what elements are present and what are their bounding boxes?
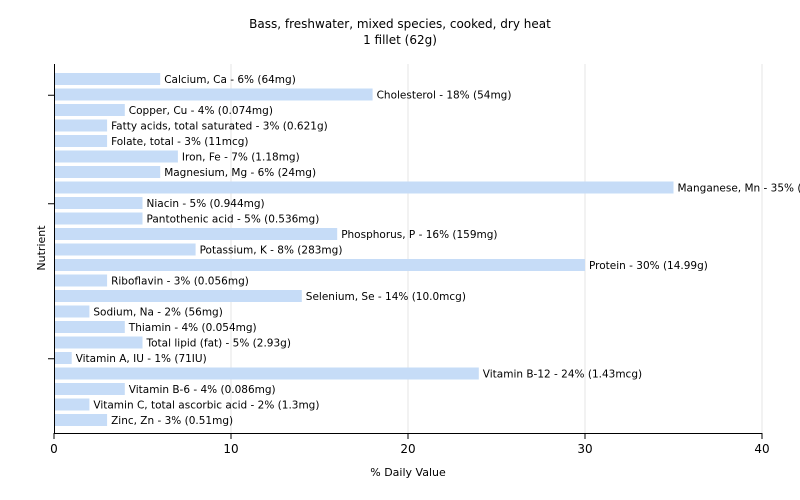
bar-4 [55, 135, 108, 147]
bar-20 [55, 383, 125, 395]
bar-14 [55, 290, 302, 302]
bar-label-1: Cholesterol - 18% (54mg) [377, 90, 512, 102]
bar-1 [55, 88, 373, 101]
bar-3 [55, 119, 108, 132]
bar-label-6: Magnesium, Mg - 6% (24mg) [164, 167, 316, 179]
x-axis-label: % Daily Value [370, 466, 446, 479]
chart-title: Bass, freshwater, mixed species, cooked,… [249, 17, 551, 31]
bar-label-15: Sodium, Na - 2% (56mg) [93, 307, 222, 319]
bar-13 [55, 274, 108, 287]
bar-2 [55, 104, 125, 116]
bar-label-20: Vitamin B-6 - 4% (0.086mg) [129, 384, 276, 396]
bar-label-2: Copper, Cu - 4% (0.074mg) [129, 105, 273, 117]
bar-label-13: Riboflavin - 3% (0.056mg) [111, 276, 249, 288]
bar-label-21: Vitamin C, total ascorbic acid - 2% (1.3… [93, 400, 319, 412]
bar-label-14: Selenium, Se - 14% (10.0mcg) [306, 291, 466, 303]
bars-group: Calcium, Ca - 6% (64mg) Cholesterol - 18%… [55, 73, 800, 427]
bar-11 [55, 243, 196, 256]
bar-18 [55, 352, 72, 364]
x-tick-label-1: 10 [223, 442, 238, 456]
x-tick-label-4: 40 [754, 442, 769, 456]
bar-label-12: Protein - 30% (14.99g) [589, 260, 708, 272]
bar-5 [55, 150, 178, 163]
bar-21 [55, 398, 90, 411]
bar-15 [55, 305, 90, 318]
bar-7 [55, 181, 674, 194]
bar-label-18: Vitamin A, IU - 1% (71IU) [76, 353, 207, 365]
bar-9 [55, 212, 143, 225]
bar-label-17: Total lipid (fat) - 5% (2.93g) [146, 338, 291, 350]
bar-label-11: Potassium, K - 8% (283mg) [200, 245, 343, 257]
axes-group: 0 10 20 30 40 [48, 64, 770, 456]
x-tick-label-3: 30 [577, 442, 592, 456]
bar-12 [55, 259, 585, 271]
bar-16 [55, 321, 125, 333]
bar-22 [55, 414, 108, 426]
bar-10 [55, 228, 338, 240]
bar-label-19: Vitamin B-12 - 24% (1.43mcg) [483, 369, 642, 381]
bar-label-7: Manganese, Mn - 35% (0.707mg) [678, 183, 800, 195]
bar-6 [55, 166, 161, 178]
bar-0 [55, 73, 161, 85]
bar-17 [55, 336, 143, 349]
bar-label-0: Calcium, Ca - 6% (64mg) [164, 74, 296, 86]
bar-label-4: Folate, total - 3% (11mcg) [111, 136, 248, 148]
chart-subtitle: 1 fillet (62g) [363, 33, 437, 47]
x-tick-label-0: 0 [50, 442, 58, 456]
bar-label-16: Thiamin - 4% (0.054mg) [128, 322, 257, 334]
bar-19 [55, 367, 479, 380]
bar-label-3: Fatty acids, total saturated - 3% (0.621… [111, 121, 328, 133]
bar-8 [55, 197, 143, 209]
bar-label-9: Pantothenic acid - 5% (0.536mg) [147, 214, 320, 226]
bar-label-8: Niacin - 5% (0.944mg) [147, 198, 265, 210]
x-tick-label-2: 20 [400, 442, 415, 456]
bar-label-10: Phosphorus, P - 16% (159mg) [341, 229, 497, 241]
y-axis-label: Nutrient [35, 225, 48, 271]
bar-label-22: Zinc, Zn - 3% (0.51mg) [111, 415, 233, 427]
bar-label-5: Iron, Fe - 7% (1.18mg) [182, 152, 300, 164]
